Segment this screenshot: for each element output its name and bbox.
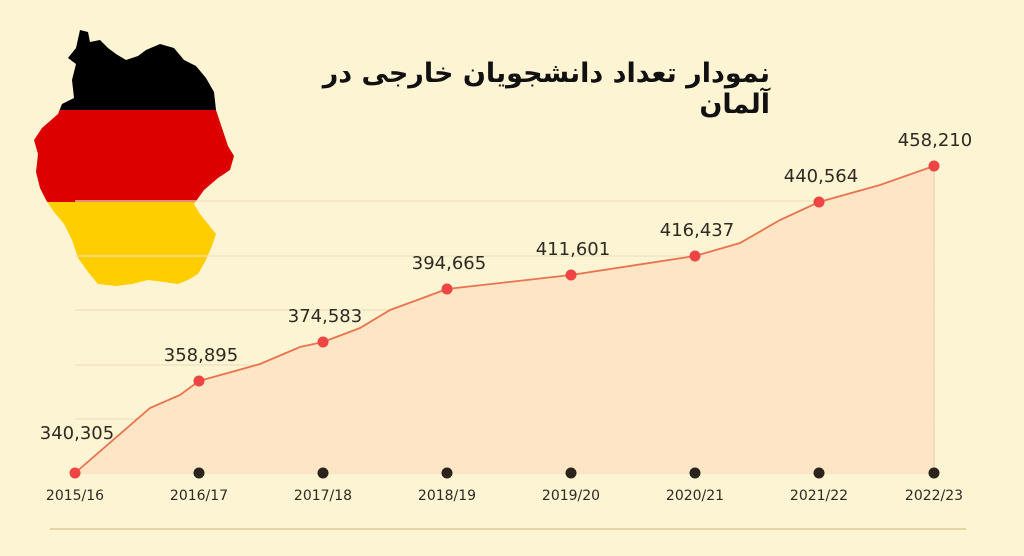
- data-label: 411,601: [536, 239, 610, 260]
- data-point[interactable]: [689, 250, 701, 262]
- data-point[interactable]: [441, 283, 453, 295]
- data-label: 358,895: [164, 345, 238, 366]
- x-tick-label: 2022/23: [905, 488, 963, 504]
- x-tick-label: 2019/20: [542, 488, 600, 504]
- x-axis-labels: 2015/16 2016/17 2017/18 2018/19 2019/20 2020/…: [46, 488, 963, 504]
- axis-dot: [317, 467, 329, 479]
- data-label: 458,210: [898, 130, 972, 151]
- data-label: 440,564: [784, 166, 858, 187]
- x-tick-label: 2015/16: [46, 488, 104, 504]
- x-axis-dots: [193, 467, 940, 479]
- x-tick-label: 2016/17: [170, 488, 228, 504]
- area-fill: [75, 166, 934, 473]
- axis-dot: [193, 467, 205, 479]
- data-point[interactable]: [813, 196, 825, 208]
- axis-dot: [565, 467, 577, 479]
- x-tick-label: 2018/19: [418, 488, 476, 504]
- axis-dot: [441, 467, 453, 479]
- axis-dot: [928, 467, 940, 479]
- x-tick-label: 2017/18: [294, 488, 352, 504]
- data-point[interactable]: [317, 336, 329, 348]
- data-point[interactable]: [193, 375, 205, 387]
- data-point[interactable]: [928, 160, 940, 172]
- data-label: 416,437: [660, 220, 734, 241]
- axis-dot: [813, 467, 825, 479]
- data-label: 374,583: [288, 306, 362, 327]
- data-point[interactable]: [69, 467, 81, 479]
- germany-flag-map-icon: [28, 18, 238, 297]
- data-point[interactable]: [565, 269, 577, 281]
- data-labels: 340,305 358,895 374,583 394,665 411,601 416,4…: [40, 130, 972, 444]
- x-tick-label: 2020/21: [666, 488, 724, 504]
- chart-title: نمودار تعداد دانشجویان خارجی در آلمان: [322, 58, 770, 120]
- x-tick-label: 2021/22: [790, 488, 848, 504]
- data-points: [69, 160, 940, 479]
- data-label: 394,665: [412, 253, 486, 274]
- axis-dot: [689, 467, 701, 479]
- data-label: 340,305: [40, 423, 114, 444]
